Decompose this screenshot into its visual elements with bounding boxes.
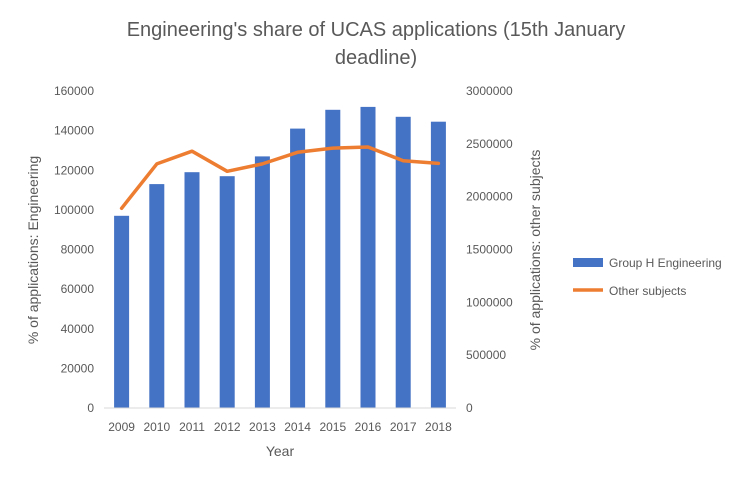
bar-2010 [149, 184, 165, 408]
right-axis-title: % of applications: other subjects [527, 150, 543, 351]
legend: Group H Engineering Other subjects [573, 256, 722, 298]
bar-2013 [254, 156, 270, 408]
legend-label-engineering: Group H Engineering [609, 256, 722, 270]
bar-2018 [430, 121, 446, 408]
x-tick-label: 2009 [108, 420, 135, 434]
left-axis-title: % of applications: Engineering [25, 156, 41, 344]
x-tick-label: 2018 [425, 420, 452, 434]
right-tick-label: 0 [466, 401, 473, 415]
x-tick-label: 2012 [214, 420, 241, 434]
left-tick-label: 60000 [61, 282, 95, 296]
right-tick-label: 3000000 [466, 84, 513, 98]
bar-2017 [395, 116, 411, 409]
bar-2012 [219, 176, 235, 408]
x-axis-ticks: 2009 2010 2011 2012 2013 2014 2015 2016 2017 2018 [108, 420, 452, 434]
left-tick-label: 80000 [61, 243, 95, 257]
x-tick-label: 2017 [390, 420, 417, 434]
x-tick-label: 2011 [179, 420, 205, 434]
legend-label-other-subjects: Other subjects [609, 284, 686, 298]
legend-swatch-engineering [573, 258, 603, 267]
left-tick-label: 160000 [54, 84, 94, 98]
left-tick-label: 40000 [61, 322, 95, 336]
chart-title-line-1: Engineering's share of UCAS applications… [127, 19, 626, 41]
bar-2015 [325, 109, 341, 409]
left-tick-label: 100000 [54, 203, 94, 217]
line-series-other-subjects [119, 145, 441, 211]
bar-2011 [184, 172, 200, 408]
right-tick-label: 2500000 [466, 137, 513, 151]
x-axis-title: Year [266, 443, 295, 459]
bar-2014 [290, 128, 306, 408]
x-tick-label: 2013 [249, 420, 276, 434]
chart-title-line-2: deadline) [335, 47, 417, 69]
bar-2009 [114, 215, 130, 408]
left-axis-ticks: 0 20000 40000 60000 80000 100000 120000 140000 1… [54, 84, 94, 415]
bar-2016 [360, 106, 376, 409]
bar-series-engineering [114, 106, 446, 409]
right-tick-label: 2000000 [466, 190, 513, 204]
right-tick-label: 500000 [466, 348, 506, 362]
right-axis-ticks: 0 500000 1000000 1500000 2000000 2500000 30000… [466, 84, 513, 415]
right-tick-label: 1500000 [466, 243, 513, 257]
right-tick-label: 1000000 [466, 295, 513, 309]
x-tick-label: 2016 [355, 420, 382, 434]
left-tick-label: 140000 [54, 124, 94, 138]
left-tick-label: 20000 [61, 361, 95, 375]
left-tick-label: 0 [87, 401, 94, 415]
x-tick-label: 2010 [143, 420, 170, 434]
x-tick-label: 2015 [319, 420, 346, 434]
x-tick-label: 2014 [284, 420, 311, 434]
left-tick-label: 120000 [54, 163, 94, 177]
